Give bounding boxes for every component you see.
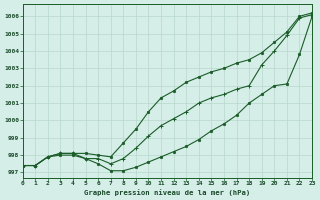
X-axis label: Graphe pression niveau de la mer (hPa): Graphe pression niveau de la mer (hPa) [84,189,251,196]
